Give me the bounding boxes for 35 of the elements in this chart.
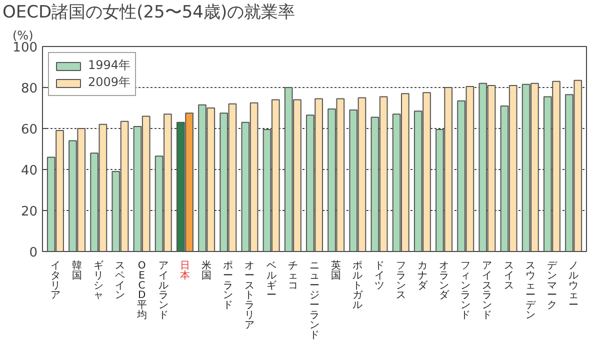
legend-label: 1994年 (88, 57, 131, 74)
x-tick-label: OECD平均 (136, 260, 147, 321)
x-tick-label: イタリア (50, 260, 60, 302)
x-tick-label: ドイツ (374, 260, 384, 292)
y-tick-label: 60 (20, 122, 38, 138)
y-axis-title: (%) (12, 28, 34, 42)
x-tick-label: フィンランド (460, 260, 471, 321)
y-tick-label: 0 (29, 246, 38, 260)
x-tick-label: ノルウェー (568, 260, 579, 312)
x-tick-label: デンマーク (546, 260, 558, 312)
y-tick-label: 100 (12, 40, 38, 56)
x-tick-label: ポルトガル (352, 260, 364, 312)
x-tick-label: 英国 (331, 260, 342, 282)
x-tick-label: カナダ (417, 260, 428, 292)
x-tick-label: ギリシャ (94, 260, 104, 302)
x-tick-label: チェコ (288, 260, 298, 292)
x-tick-label: ニュージーランド (310, 260, 320, 341)
x-tick-label: スウェーデン (525, 260, 536, 321)
legend-label: 2009年 (88, 74, 131, 91)
x-tick-label: オランダ (439, 260, 450, 302)
x-tick-label: スイス (504, 260, 514, 292)
x-tick-label: スペイン (115, 260, 126, 302)
y-tick-label: 80 (20, 82, 38, 96)
y-tick-label: 40 (20, 164, 38, 178)
x-tick-label: アイスランド (482, 260, 492, 321)
chart-title: OECD諸国の女性(25〜54歳)の就業率 (2, 2, 296, 22)
x-tick-label: ポーランド (223, 260, 234, 312)
x-tick-label: オーストラリア (244, 260, 255, 331)
x-tick-label: ベルギー (266, 260, 276, 302)
x-tick-label: 韓国 (72, 260, 82, 282)
x-tick-label: 米国 (202, 260, 212, 282)
x-tick-label: アイルランド (158, 260, 168, 321)
x-tick-label: フランス (396, 260, 406, 302)
x-tick-label: 日本 (180, 260, 190, 282)
y-tick-label: 20 (20, 204, 38, 220)
